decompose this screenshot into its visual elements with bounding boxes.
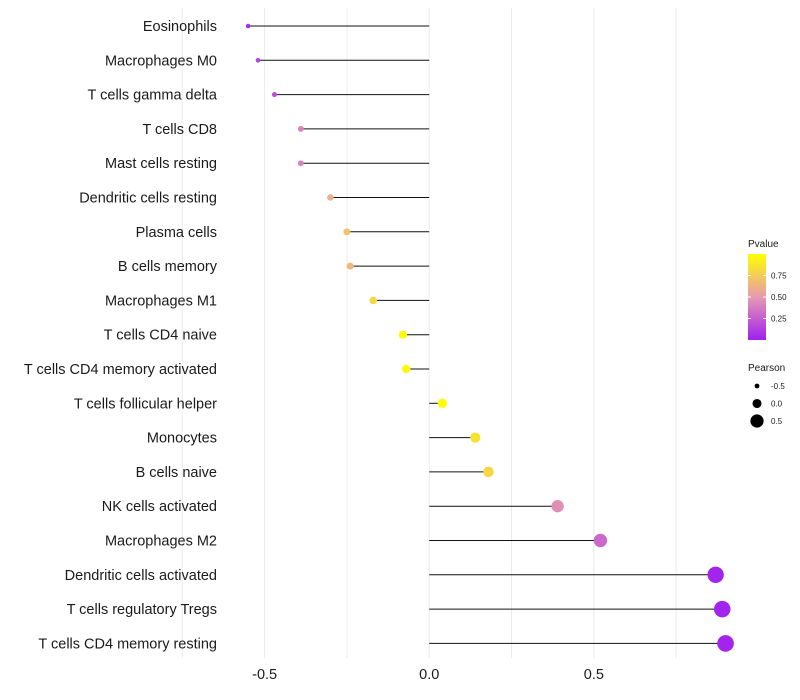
category-label: B cells naive <box>136 465 217 481</box>
lollipop-point <box>343 228 351 236</box>
pvalue-tick-label: 0.75 <box>771 272 787 281</box>
category-labels: Eosinophils Macrophages M0 T cells gamma d… <box>24 19 218 652</box>
lollipop-point <box>297 160 304 167</box>
category-label: Mast cells resting <box>105 156 217 172</box>
category-label: T cells CD4 memory activated <box>24 362 217 378</box>
lollipop-point <box>369 296 378 305</box>
lollipop-point <box>593 533 608 548</box>
category-label: T cells gamma delta <box>88 88 218 104</box>
pvalue-legend-title: Pvalue <box>748 239 779 250</box>
category-label: T cells follicular helper <box>74 396 217 412</box>
lollipop-point <box>707 566 724 583</box>
grid-lines <box>181 8 677 658</box>
pearson-size-label: 0.5 <box>771 417 783 426</box>
lollipop-point <box>327 194 334 201</box>
pearson-size-key <box>750 414 764 428</box>
lollipop-point <box>551 500 564 513</box>
pearson-size-key <box>752 398 762 409</box>
category-label: Macrophages M2 <box>105 534 217 550</box>
pearson-size-label: 0.0 <box>771 400 783 409</box>
lollipop-point <box>470 432 481 443</box>
category-label: Dendritic cells activated <box>65 568 217 584</box>
category-label: NK cells activated <box>102 499 217 515</box>
category-label: Dendritic cells resting <box>79 191 217 207</box>
category-label: Macrophages M0 <box>105 53 217 69</box>
category-label: T cells regulatory Tregs <box>67 602 217 618</box>
pearson-legend: Pearson -0.5 0.0 0.5 <box>748 363 785 428</box>
pvalue-legend: Pvalue 0.75 0.50 0.25 <box>748 239 787 340</box>
pvalue-tick-label: 0.25 <box>771 315 787 324</box>
x-tick-label: -0.5 <box>252 667 277 683</box>
lollipop-point <box>297 126 304 132</box>
lollipop-point <box>271 92 278 98</box>
lollipop-points <box>245 23 734 652</box>
lollipop-point <box>713 600 731 618</box>
lollipop-point <box>245 23 251 29</box>
lollipop-point <box>255 57 261 63</box>
x-tick-label: 0.5 <box>584 667 604 683</box>
lollipop-point <box>398 330 408 339</box>
category-label: T cells CD4 memory resting <box>38 636 217 652</box>
category-label: Plasma cells <box>136 225 217 241</box>
lollipop-point <box>437 398 448 408</box>
category-label: T cells CD8 <box>142 122 217 138</box>
lollipop-point <box>717 635 734 652</box>
category-label: Eosinophils <box>143 19 217 35</box>
pvalue-colorbar <box>748 254 766 340</box>
category-label: Monocytes <box>147 431 217 447</box>
pearson-size-key <box>754 383 760 389</box>
pvalue-tick-label: 0.50 <box>771 293 787 302</box>
lollipop-stems <box>248 25 726 644</box>
lollipop-point <box>483 466 494 478</box>
lollipop-point <box>401 364 411 374</box>
pearson-size-label: -0.5 <box>771 382 785 391</box>
lollipop-point <box>346 262 354 270</box>
category-label: T cells CD4 naive <box>104 328 217 344</box>
x-axis-tick-labels: -0.5 0.0 0.5 <box>252 667 604 683</box>
category-label: Macrophages M1 <box>105 293 217 309</box>
category-label: B cells memory <box>118 259 218 275</box>
x-tick-label: 0.0 <box>419 667 439 683</box>
pearson-legend-title: Pearson <box>748 363 785 374</box>
